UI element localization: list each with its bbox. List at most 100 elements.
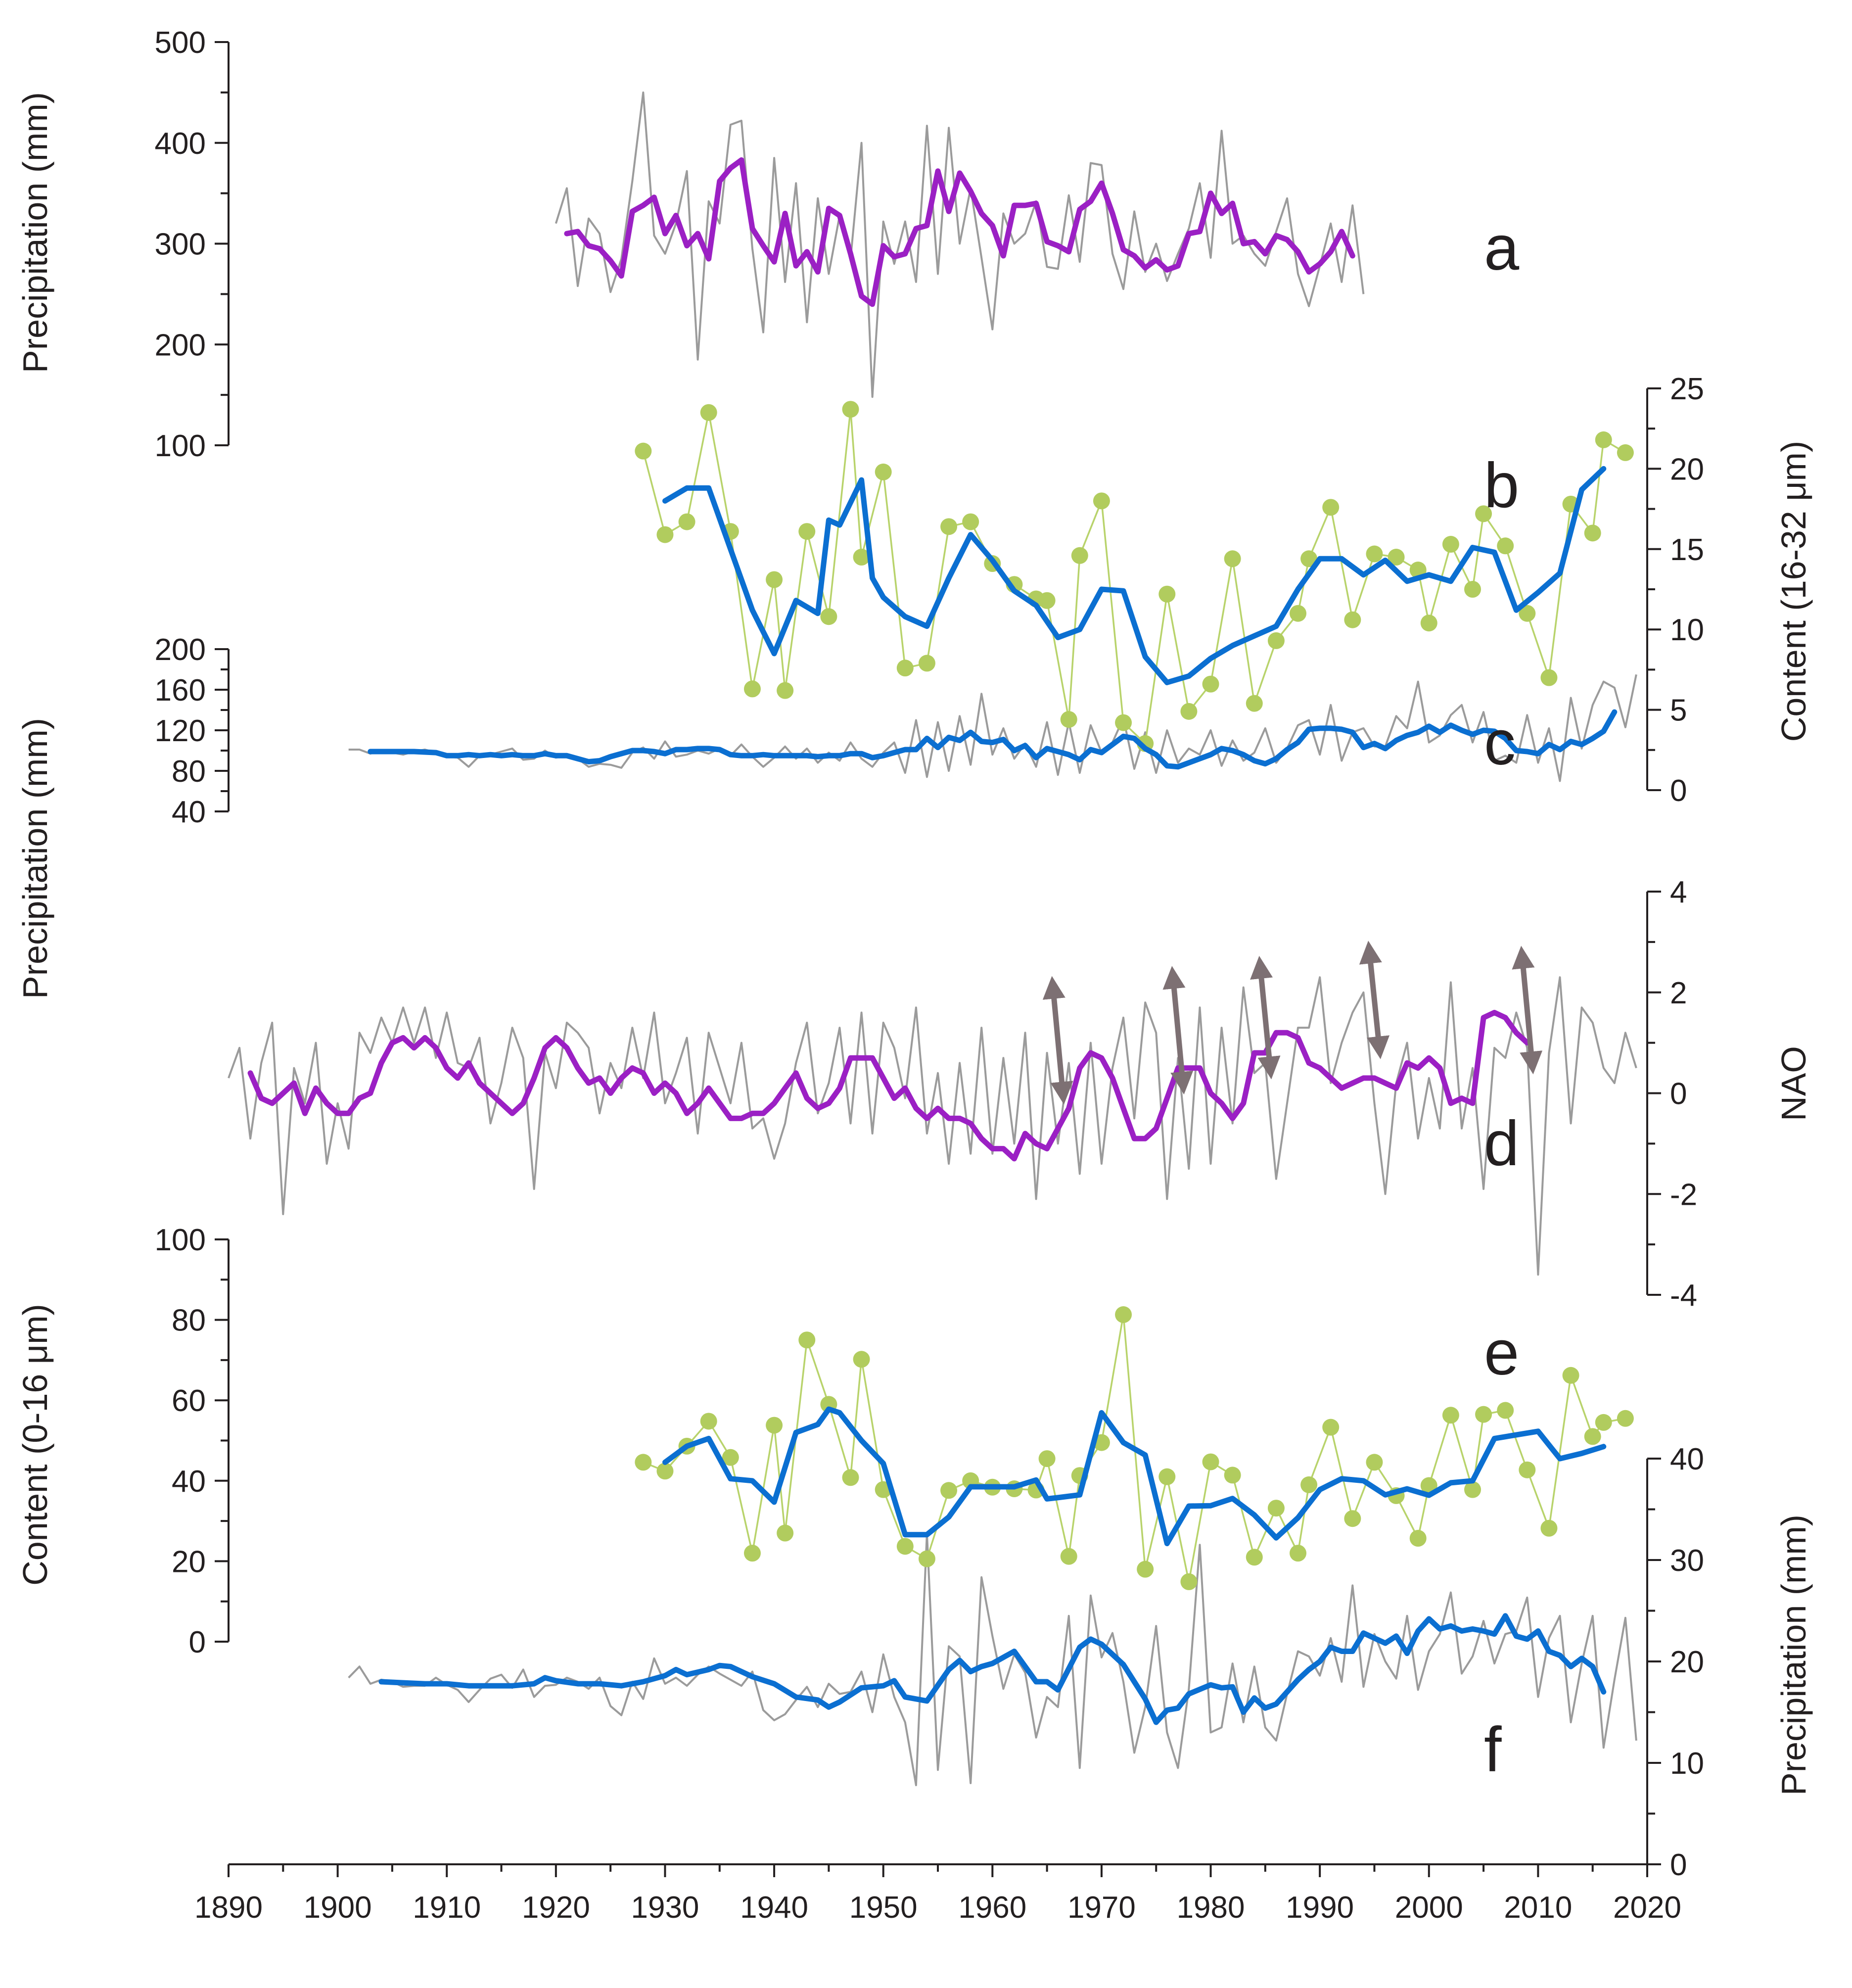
x-tick-label: 1940 xyxy=(740,1891,808,1925)
panel-b-data-point xyxy=(875,463,892,480)
a_left-tick-label: 300 xyxy=(155,228,206,262)
panel-e-data-point xyxy=(1137,1561,1154,1578)
panel-e-data-point xyxy=(700,1413,717,1430)
x-tick-label: 2020 xyxy=(1613,1891,1681,1925)
x-tick-label: 1920 xyxy=(522,1891,590,1925)
b_right-axis-title: Content (16-32 μm) xyxy=(1774,441,1813,742)
f_right-tick-label: 40 xyxy=(1670,1442,1704,1476)
d_right-tick-label: -4 xyxy=(1670,1278,1697,1313)
x-tick-label: 1950 xyxy=(849,1891,918,1925)
panel-e-data-point xyxy=(656,1463,674,1480)
panel-b-data-point xyxy=(1093,492,1110,510)
panel-e-data-point xyxy=(1267,1500,1285,1517)
panel-b-data-point xyxy=(1442,536,1459,553)
double-arrow xyxy=(1250,955,1281,1080)
panel-e-data-point xyxy=(722,1449,739,1466)
x-tick-label: 1900 xyxy=(304,1891,372,1925)
panel-e-data-point xyxy=(1158,1468,1176,1485)
e_left-tick-label: 60 xyxy=(172,1384,206,1418)
e_left-tick-label: 100 xyxy=(155,1223,206,1257)
panel-b-data-point xyxy=(798,523,816,540)
panel-e-data-point xyxy=(777,1524,794,1542)
a_left-tick-label: 200 xyxy=(155,328,206,362)
panel-e-data-point xyxy=(842,1469,859,1486)
panel-label-c: c xyxy=(1484,708,1516,778)
b_right-tick-label: 10 xyxy=(1670,613,1704,647)
panel-b-data-point xyxy=(842,401,859,418)
x-tick-label: 2010 xyxy=(1504,1891,1572,1925)
panel-b-data-point xyxy=(1595,431,1612,448)
f_right-tick-label: 30 xyxy=(1670,1544,1704,1578)
panel-e-data-point xyxy=(1595,1414,1612,1431)
panel-e-data-point xyxy=(1300,1476,1318,1493)
panel-b-data-point xyxy=(635,442,652,460)
b_right-tick-label: 5 xyxy=(1670,694,1687,728)
panel-e-data-point xyxy=(1290,1545,1307,1562)
panel-f-smoothed-line xyxy=(378,1613,1607,1725)
panel-b-data-point xyxy=(1202,675,1219,693)
f_right-tick-label: 10 xyxy=(1670,1747,1704,1781)
f_right-axis-title: Precipitation (mm) xyxy=(1774,1515,1813,1796)
b_right-tick-label: 25 xyxy=(1670,372,1704,406)
panel-b-data-point xyxy=(1366,545,1383,563)
panel-b-data-point xyxy=(1584,524,1601,542)
panel-label-a: a xyxy=(1484,213,1520,284)
panel-b-data-point xyxy=(1060,711,1077,728)
d_right-axis-title: NAO xyxy=(1774,1046,1813,1121)
panel-b-data-point xyxy=(1267,632,1285,649)
panel-e-data-point xyxy=(1475,1406,1492,1423)
double-arrow xyxy=(1162,966,1194,1095)
panel-label-f: f xyxy=(1484,1714,1502,1785)
panel-b-data-point xyxy=(918,655,935,672)
panel-e-data-point xyxy=(1246,1549,1263,1566)
double-arrow xyxy=(1359,941,1390,1059)
panel-b-data-point xyxy=(1038,592,1056,609)
panel-b-data-point xyxy=(1344,611,1361,628)
panel-b-data-point xyxy=(1420,615,1437,632)
panel-e-data-point xyxy=(940,1482,958,1499)
panel-e-data-point xyxy=(1366,1454,1383,1471)
panel-e-data-point xyxy=(1115,1306,1132,1324)
d_right-tick-label: 2 xyxy=(1670,976,1687,1010)
b_right-tick-label: 15 xyxy=(1670,533,1704,567)
panel-e-data-point xyxy=(1344,1510,1361,1527)
panel-b-data-point xyxy=(1071,547,1088,564)
panel-e-data-point xyxy=(1584,1428,1601,1445)
a_left-tick-label: 400 xyxy=(155,127,206,161)
panel-e-data-point xyxy=(1442,1407,1459,1424)
panel-b-data-point xyxy=(1540,669,1558,686)
c_left-tick-label: 160 xyxy=(155,673,206,708)
panel-label-d: d xyxy=(1484,1108,1519,1179)
c_left-tick-label: 80 xyxy=(172,755,206,789)
panel-e-data-point xyxy=(635,1454,652,1471)
x-tick-label: 1980 xyxy=(1177,1891,1245,1925)
b_right-tick-label: 0 xyxy=(1670,774,1687,808)
e_left-tick-label: 80 xyxy=(172,1304,206,1338)
a_left-axis-title: Precipitation (mm) xyxy=(16,92,54,373)
panel-e-data-point xyxy=(918,1550,935,1567)
d_right-tick-label: 0 xyxy=(1670,1077,1687,1111)
x-tick-label: 2000 xyxy=(1395,1891,1463,1925)
panel-b-data-point xyxy=(1158,585,1176,603)
panel-b-data-point xyxy=(1475,505,1492,522)
panel-e-data-point xyxy=(766,1417,783,1434)
panel-c-smoothed-line xyxy=(368,709,1618,770)
panel-e-smoothed-line xyxy=(662,1406,1607,1547)
panel-d-raw-line xyxy=(228,976,1637,1276)
panel-label-b: b xyxy=(1484,450,1519,521)
f_right-tick-label: 20 xyxy=(1670,1645,1704,1679)
c_left-tick-label: 120 xyxy=(155,714,206,748)
panel-b-data-point xyxy=(766,571,783,588)
b_right-tick-label: 20 xyxy=(1670,452,1704,486)
panel-e-data-point xyxy=(1322,1419,1340,1436)
c_left-tick-label: 200 xyxy=(155,633,206,667)
x-tick-label: 1990 xyxy=(1286,1891,1354,1925)
panel-e-annual-line xyxy=(643,1314,1626,1583)
d_right-tick-label: -2 xyxy=(1670,1178,1697,1212)
panel-b-data-point xyxy=(1180,703,1198,720)
panel-b-data-point xyxy=(1497,537,1514,555)
panel-d-smoothed-line xyxy=(247,1010,1530,1162)
panel-b-data-point xyxy=(1322,499,1340,516)
panel-b-data-point xyxy=(1290,605,1307,622)
panel-f-raw-line xyxy=(348,1532,1637,1787)
